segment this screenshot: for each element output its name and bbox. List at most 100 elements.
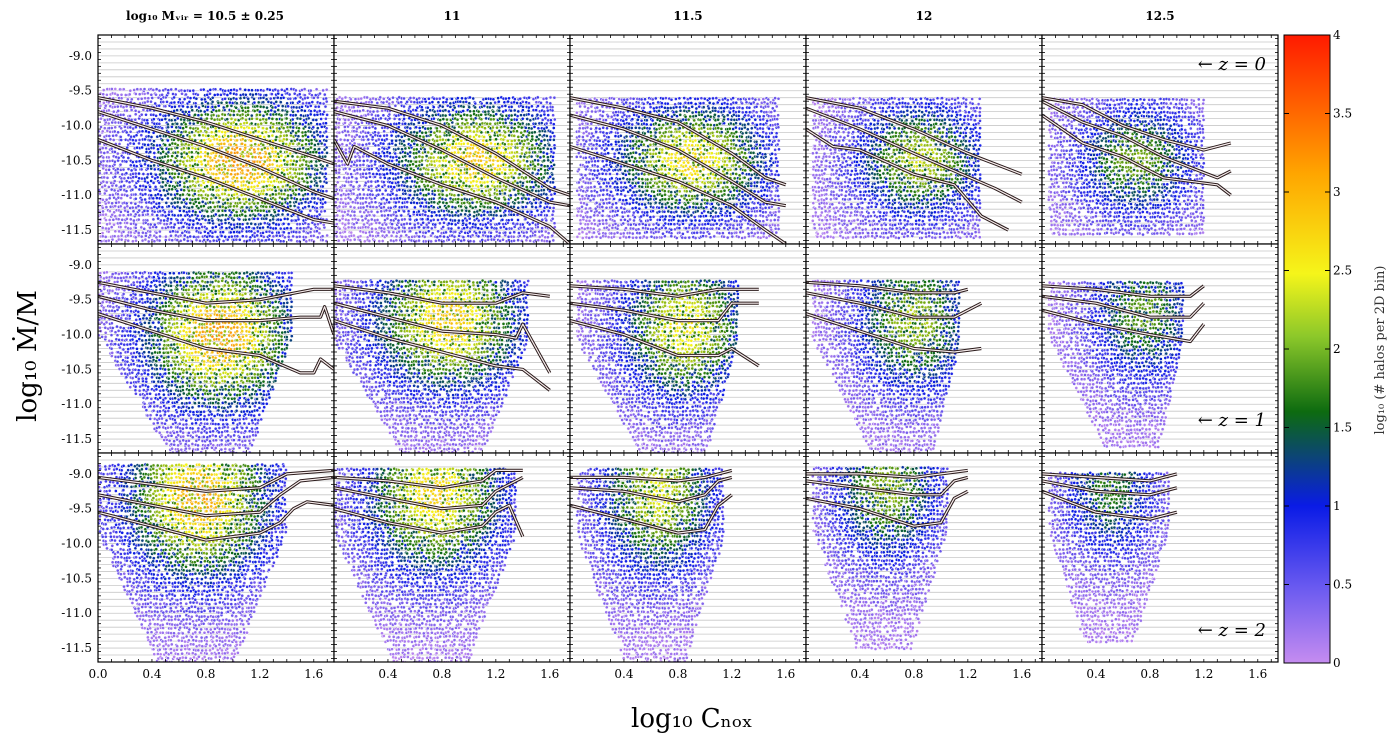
scatter-point (237, 237, 242, 242)
scatter-point (420, 130, 425, 135)
scatter-point (148, 229, 153, 234)
scatter-point (456, 226, 461, 230)
scatter-point (200, 101, 204, 106)
scatter-point (341, 213, 345, 218)
scatter-point (452, 234, 457, 239)
scatter-point (503, 175, 508, 180)
scatter-point (517, 231, 521, 235)
scatter-point (286, 234, 291, 239)
scatter-point (202, 138, 207, 143)
scatter-point (288, 185, 292, 189)
scatter-point (126, 156, 131, 160)
scatter-point (414, 155, 418, 160)
scatter-point (402, 139, 406, 143)
scatter-point (521, 142, 526, 147)
scatter-point (482, 212, 487, 217)
scatter-point (498, 208, 503, 213)
scatter-point (187, 134, 192, 139)
scatter-point (421, 220, 425, 225)
scatter-point (267, 233, 272, 238)
scatter-point (189, 150, 194, 155)
scatter-point (317, 231, 322, 235)
scatter-point (468, 134, 473, 139)
scatter-point (462, 238, 466, 243)
scatter-point (303, 200, 308, 204)
scatter-point (188, 96, 193, 100)
scatter-point (144, 200, 149, 205)
scatter-point (300, 162, 305, 167)
scatter-point (270, 192, 275, 197)
scatter-point (281, 221, 286, 226)
scatter-point (437, 163, 442, 168)
scatter-point (258, 222, 263, 226)
panel (333, 34, 571, 245)
scatter-point (361, 159, 366, 163)
scatter-point (119, 196, 124, 201)
scatter-point (534, 205, 538, 210)
scatter-point (429, 226, 434, 231)
scatter-point (461, 129, 466, 134)
scatter-point (128, 212, 133, 217)
scatter-point (467, 229, 472, 234)
scatter-point (449, 164, 454, 168)
scatter-point (204, 168, 209, 172)
scatter-point (100, 226, 105, 230)
scatter-point (408, 126, 413, 131)
scatter-point (100, 146, 105, 150)
scatter-point (366, 179, 371, 184)
scatter-point (228, 142, 233, 147)
scatter-point (343, 118, 348, 122)
scatter-point (508, 231, 512, 235)
scatter-point (206, 133, 211, 138)
scatter-point (315, 126, 320, 130)
scatter-point (529, 210, 534, 214)
scatter-point (465, 121, 470, 125)
scatter-point (102, 151, 107, 155)
scatter-point (429, 162, 434, 167)
scatter-point (241, 164, 246, 169)
scatter-point (540, 226, 544, 230)
scatter-point (370, 229, 374, 234)
scatter-point (270, 146, 275, 151)
scatter-point (524, 175, 528, 180)
scatter-point (361, 187, 366, 192)
scatter-point (167, 183, 172, 188)
scatter-point (550, 172, 555, 177)
scatter-point (99, 125, 103, 129)
scatter-point (465, 197, 469, 202)
scatter-point (535, 171, 540, 176)
scatter-point (403, 239, 407, 243)
scatter-point (286, 128, 291, 133)
scatter-point (98, 191, 102, 196)
scatter-point (209, 130, 214, 135)
scatter-point (400, 159, 404, 164)
scatter-point (518, 225, 523, 230)
scatter-point (473, 158, 477, 163)
scatter-point (297, 234, 302, 239)
scatter-point (374, 205, 379, 210)
scatter-point (243, 92, 248, 97)
scatter-point (488, 210, 493, 214)
scatter-point (197, 201, 202, 205)
scatter-point (198, 239, 202, 243)
scatter-point (172, 137, 176, 142)
scatter-point (224, 160, 229, 164)
scatter-point (246, 112, 250, 117)
scatter-point (423, 239, 428, 244)
scatter-point (285, 101, 289, 106)
scatter-points (98, 87, 330, 244)
scatter-point (381, 196, 386, 201)
scatter-point (492, 184, 497, 189)
scatter-point (301, 146, 306, 150)
scatter-point (258, 208, 263, 213)
scatter-point (216, 114, 221, 118)
scatter-point (234, 210, 239, 214)
scatter-point (273, 109, 277, 114)
scatter-point (169, 118, 174, 123)
scatter-point (437, 171, 442, 176)
scatter-point (129, 108, 134, 112)
scatter-point (211, 193, 216, 198)
scatter-point (128, 226, 133, 231)
scatter-point (476, 234, 481, 239)
scatter-point (426, 229, 431, 234)
